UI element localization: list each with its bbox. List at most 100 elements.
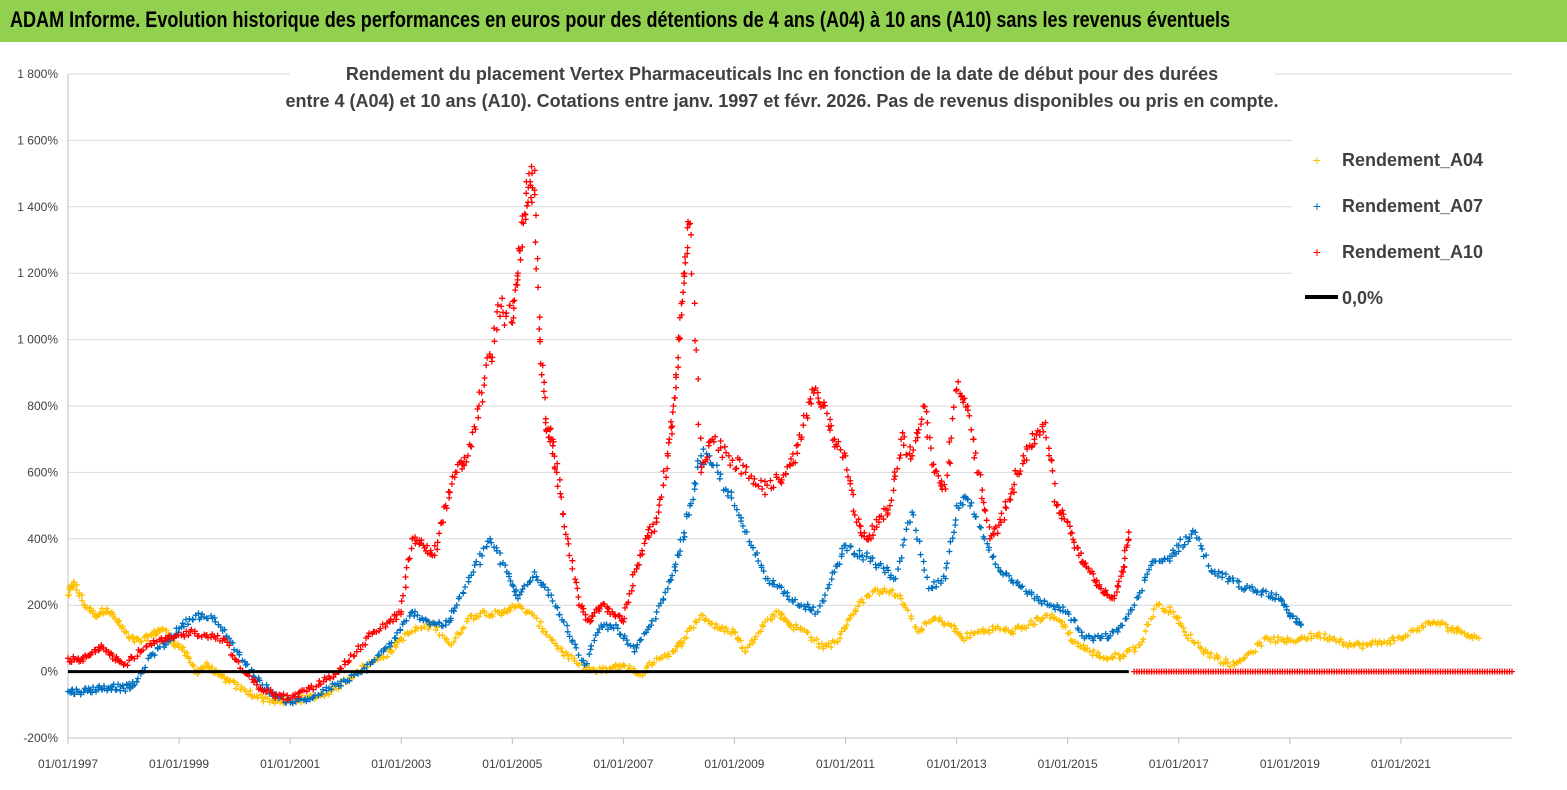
data-point-a10 — [472, 426, 479, 433]
data-point-a07 — [382, 644, 389, 651]
data-point-a07 — [483, 543, 490, 550]
data-point-a04 — [803, 628, 810, 635]
data-point-a10 — [770, 484, 777, 491]
data-point-a10 — [887, 502, 893, 509]
data-point-a04 — [400, 637, 407, 644]
data-point-a10 — [869, 522, 876, 529]
data-point-a04 — [73, 581, 80, 588]
data-point-a10 — [620, 618, 627, 625]
data-point-a07 — [778, 584, 785, 591]
data-point-a10 — [402, 584, 409, 591]
data-point-a10 — [918, 416, 925, 423]
data-point-a07 — [447, 615, 454, 622]
data-point-a10 — [506, 302, 513, 309]
data-point-a10 — [804, 415, 811, 422]
x-tick-label: 01/01/2005 — [482, 757, 542, 771]
data-point-a04 — [897, 592, 904, 599]
data-point-a07 — [728, 494, 735, 501]
data-point-a10 — [1123, 544, 1130, 551]
data-point-a10 — [287, 695, 294, 702]
data-point-a10 — [131, 655, 138, 662]
data-point-a10 — [246, 672, 253, 679]
data-point-a07 — [1148, 562, 1154, 569]
data-point-a07 — [746, 538, 753, 545]
data-point-a04 — [1145, 621, 1152, 628]
data-point-a10 — [1120, 569, 1127, 575]
data-point-a10 — [681, 273, 688, 280]
data-point-a04 — [1404, 632, 1411, 639]
data-point-a04 — [1156, 600, 1163, 607]
data-point-a10 — [508, 319, 515, 325]
data-point-a10 — [748, 473, 755, 479]
y-tick-label: 1 600% — [17, 133, 58, 147]
data-point-a07 — [681, 529, 687, 536]
x-tick-label: 01/01/1997 — [38, 757, 98, 771]
data-point-a10 — [434, 546, 441, 553]
data-point-a04 — [558, 645, 565, 651]
data-point-a10 — [554, 483, 561, 490]
data-point-a07 — [394, 629, 400, 636]
data-point-a07 — [1205, 562, 1212, 569]
data-point-a10 — [100, 645, 107, 651]
data-point-a04 — [103, 605, 110, 612]
data-point-a10 — [497, 313, 503, 320]
data-point-a07 — [1119, 622, 1126, 629]
data-point-a07 — [949, 535, 956, 542]
data-point-a04 — [680, 639, 687, 646]
data-point-a10 — [323, 676, 330, 683]
data-point-a10 — [1120, 563, 1127, 570]
data-point-a07 — [1203, 552, 1210, 559]
data-point-a10 — [280, 691, 287, 698]
data-point-a04 — [1217, 660, 1224, 666]
data-point-a04 — [1356, 642, 1363, 649]
data-point-a07 — [984, 540, 991, 547]
data-point-a10 — [510, 298, 517, 305]
data-point-a10 — [669, 409, 676, 416]
data-point-a10 — [134, 653, 141, 660]
data-point-a07 — [506, 573, 512, 580]
data-point-a10 — [561, 523, 568, 530]
data-point-a07 — [816, 602, 823, 609]
data-point-a10 — [1046, 452, 1053, 459]
data-point-a10 — [428, 551, 435, 558]
data-point-a07 — [487, 535, 494, 542]
data-point-a04 — [852, 607, 859, 614]
data-point-a04 — [1387, 640, 1394, 647]
data-point-a10 — [1051, 498, 1058, 505]
data-point-a10 — [817, 401, 824, 407]
data-point-a07 — [229, 639, 236, 646]
data-point-a10 — [798, 434, 805, 441]
data-point-a10 — [698, 469, 705, 476]
data-point-a04 — [866, 593, 873, 600]
data-point-a10 — [767, 477, 774, 484]
data-point-a10 — [855, 516, 862, 523]
data-point-a07 — [784, 589, 791, 596]
data-point-a07 — [613, 621, 619, 628]
data-point-a10 — [807, 395, 814, 402]
data-point-a07 — [1135, 594, 1142, 601]
data-point-a07 — [470, 569, 477, 575]
x-tick-label: 01/01/2007 — [593, 757, 653, 771]
data-point-a10 — [933, 468, 940, 475]
data-point-a10 — [894, 465, 901, 472]
data-point-a07 — [1065, 611, 1072, 617]
data-point-a07 — [185, 621, 191, 628]
data-point-a07 — [427, 621, 433, 628]
data-point-a10 — [675, 354, 682, 361]
data-point-a10 — [842, 452, 849, 459]
data-point-a04 — [1010, 630, 1017, 637]
data-point-a07 — [1258, 591, 1265, 598]
data-point-a07 — [952, 517, 959, 523]
data-point-a04 — [1200, 650, 1207, 657]
data-point-a10 — [498, 303, 505, 310]
data-point-a04 — [825, 640, 832, 647]
data-point-a07 — [1236, 578, 1242, 585]
data-point-a07 — [1169, 553, 1176, 560]
y-tick-label: 1 000% — [17, 333, 58, 347]
data-point-a10 — [402, 574, 409, 580]
data-point-a10 — [665, 439, 672, 446]
data-point-a10 — [789, 451, 796, 457]
data-point-a07 — [822, 592, 828, 599]
data-point-a04 — [708, 620, 715, 627]
data-point-a10 — [980, 499, 987, 506]
